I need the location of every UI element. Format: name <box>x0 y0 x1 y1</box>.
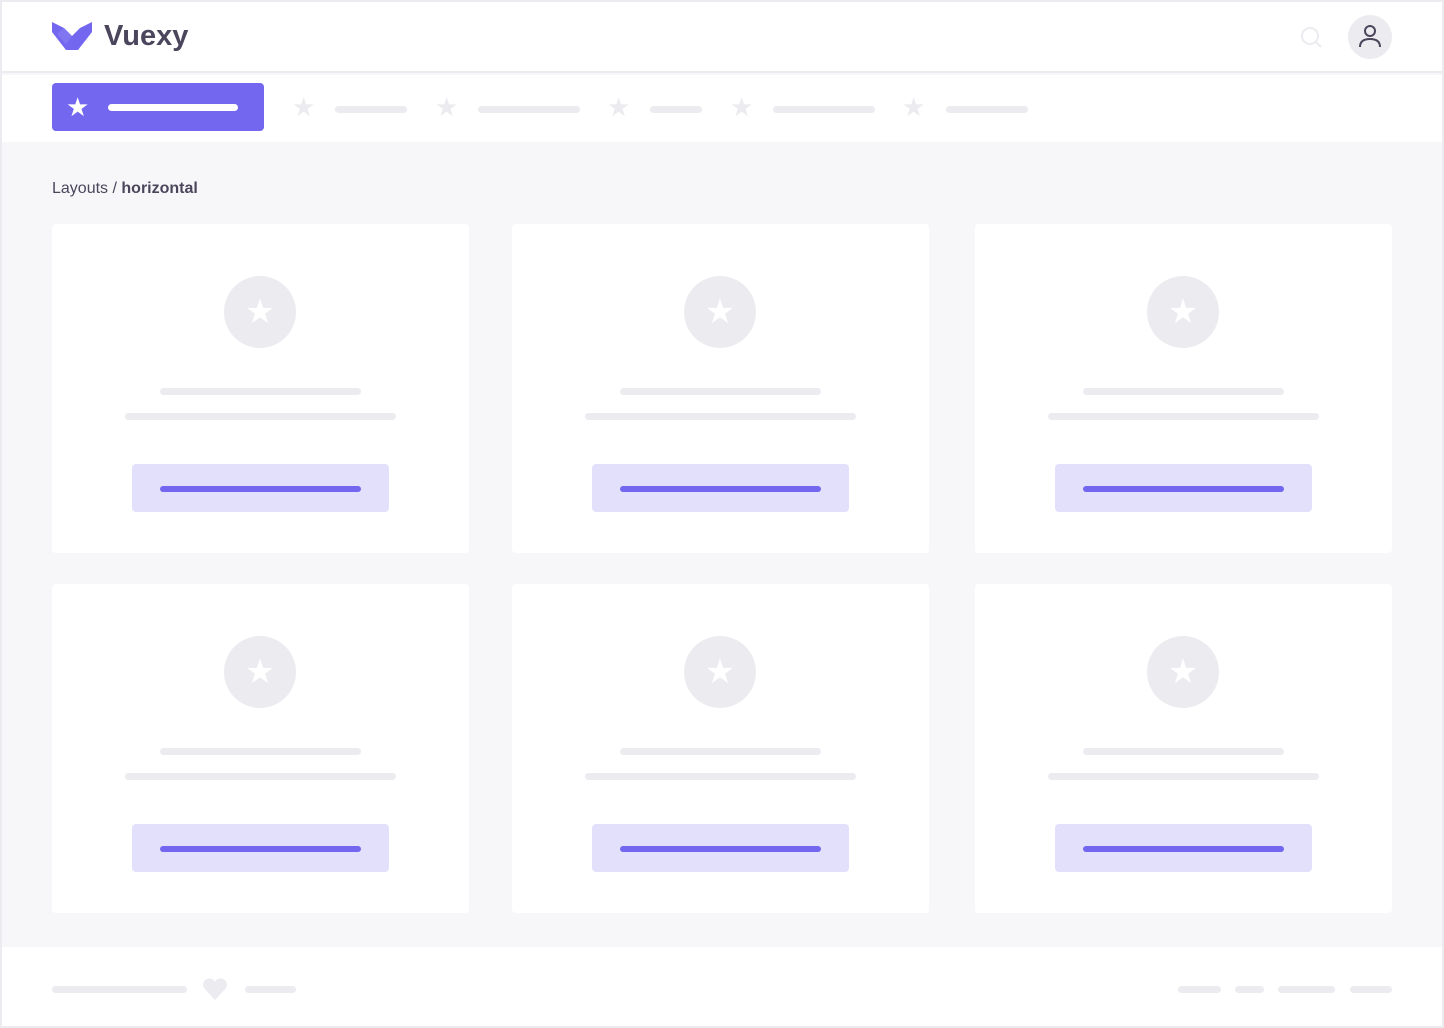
card-title-placeholder <box>620 748 821 755</box>
footer-link-placeholder[interactable] <box>1178 986 1221 993</box>
card: ★ <box>512 224 929 553</box>
star-icon: ★ <box>607 92 631 122</box>
card: ★ <box>512 584 929 913</box>
breadcrumb-parent[interactable]: Layouts <box>52 180 109 197</box>
star-icon: ★ <box>435 92 459 122</box>
card-text-placeholder <box>1048 413 1319 420</box>
star-icon: ★ <box>292 92 316 122</box>
footer-link-placeholder[interactable] <box>1350 986 1392 993</box>
card-text-placeholder <box>125 413 396 420</box>
card: ★ <box>52 584 469 913</box>
footer-link-placeholder[interactable] <box>1235 986 1264 993</box>
card-title-placeholder <box>160 748 361 755</box>
nav-item[interactable]: ★ <box>730 94 880 122</box>
card-text-placeholder <box>125 773 396 780</box>
card-button[interactable] <box>592 824 849 872</box>
card: ★ <box>52 224 469 553</box>
card-title-placeholder <box>160 388 361 395</box>
brand-logo[interactable] <box>52 22 92 57</box>
footer-link-placeholder[interactable] <box>1278 986 1335 993</box>
brand-name: Vuexy <box>104 20 189 52</box>
nav-label-placeholder <box>650 106 702 113</box>
footer-text-placeholder <box>245 986 296 993</box>
card-text-placeholder <box>585 773 856 780</box>
nav-item-active[interactable]: ★ <box>52 83 264 131</box>
star-icon: ★ <box>66 92 90 122</box>
nav-label-placeholder <box>946 106 1028 113</box>
breadcrumb-current: horizontal <box>121 180 198 197</box>
heart-icon <box>202 977 228 1006</box>
nav-item[interactable]: ★ <box>435 94 585 122</box>
card-text-placeholder <box>1048 773 1319 780</box>
breadcrumb: Layouts / horizontal <box>52 180 198 198</box>
card-title-placeholder <box>1083 388 1284 395</box>
horizontal-nav: ★ ★ ★ ★ ★ ★ <box>2 75 1442 142</box>
user-icon <box>1359 25 1381 48</box>
star-icon: ★ <box>730 92 754 122</box>
card-button[interactable] <box>1055 824 1312 872</box>
star-icon: ★ <box>684 276 756 348</box>
star-icon: ★ <box>684 636 756 708</box>
card-title-placeholder <box>620 388 821 395</box>
nav-label-placeholder <box>478 106 580 113</box>
avatar[interactable] <box>1348 15 1392 59</box>
nav-item[interactable]: ★ <box>607 94 707 122</box>
header: Vuexy <box>2 2 1442 73</box>
nav-label-placeholder <box>108 104 238 111</box>
vuexy-logo-icon <box>52 22 92 50</box>
card-button[interactable] <box>132 464 389 512</box>
card-text-placeholder <box>585 413 856 420</box>
card-button-label-placeholder <box>620 846 821 852</box>
nav-label-placeholder <box>773 106 875 113</box>
star-icon: ★ <box>1147 636 1219 708</box>
card-button[interactable] <box>132 824 389 872</box>
card-title-placeholder <box>1083 748 1284 755</box>
nav-item[interactable]: ★ <box>292 94 412 122</box>
card-button-label-placeholder <box>620 486 821 492</box>
nav-item[interactable]: ★ <box>902 94 1032 122</box>
star-icon: ★ <box>902 92 926 122</box>
footer <box>2 947 1442 1026</box>
nav-label-placeholder <box>335 106 407 113</box>
star-icon: ★ <box>224 636 296 708</box>
breadcrumb-separator: / <box>108 180 122 197</box>
card: ★ <box>975 224 1392 553</box>
card: ★ <box>975 584 1392 913</box>
card-button-label-placeholder <box>160 846 361 852</box>
card-button-label-placeholder <box>1083 486 1284 492</box>
footer-text-placeholder <box>52 986 187 993</box>
card-button[interactable] <box>592 464 849 512</box>
card-button-label-placeholder <box>160 486 361 492</box>
star-icon: ★ <box>1147 276 1219 348</box>
star-icon: ★ <box>224 276 296 348</box>
card-button[interactable] <box>1055 464 1312 512</box>
card-button-label-placeholder <box>1083 846 1284 852</box>
search-icon[interactable] <box>1300 26 1324 55</box>
